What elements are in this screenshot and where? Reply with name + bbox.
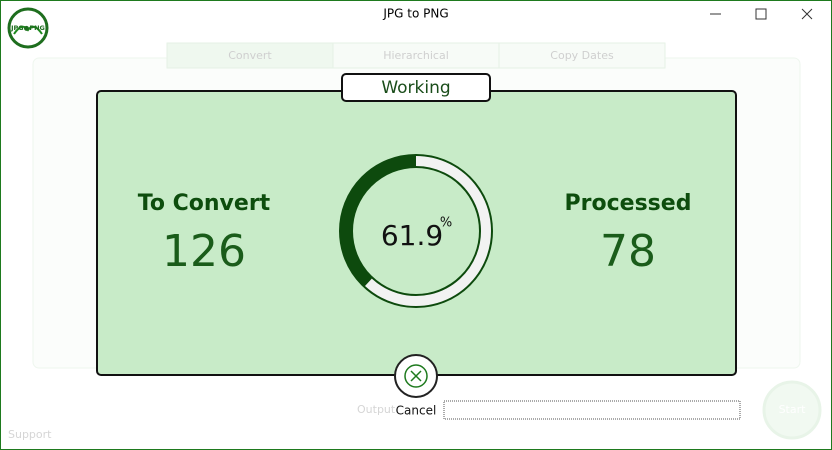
window-controls[interactable]	[710, 8, 813, 20]
close-button[interactable]	[801, 8, 813, 20]
dialog-title-box	[341, 73, 491, 102]
window-title: JPG to PNG	[382, 7, 448, 21]
output-path-box[interactable]	[443, 400, 741, 420]
cancel-label: Cancel	[396, 404, 437, 418]
dialog-title: Working	[381, 78, 450, 98]
progress-arc	[365, 156, 491, 306]
to-convert-value: 126	[162, 226, 246, 277]
tab-label: Convert	[228, 49, 272, 62]
start-label: Start	[779, 403, 807, 416]
logo: JPG●PNG	[7, 7, 49, 49]
maximize-button[interactable]	[755, 8, 767, 20]
tab[interactable]	[498, 42, 666, 69]
progress-value: 61.9	[381, 219, 443, 252]
cancel-button[interactable]	[394, 354, 438, 398]
start-button[interactable]	[762, 380, 822, 440]
tab-label: Copy Dates	[550, 49, 614, 62]
tab[interactable]	[332, 42, 500, 69]
tab[interactable]	[166, 42, 334, 69]
to-convert-label: To Convert	[138, 191, 271, 216]
support-link[interactable]: Support	[8, 428, 52, 441]
processed-label: Processed	[565, 191, 692, 216]
logo-text: JPG●PNG	[10, 24, 45, 32]
tab-label: Hierarchical	[383, 49, 449, 62]
processed-value: 78	[600, 226, 656, 277]
output-label: Output	[357, 403, 396, 416]
progress-unit: %	[440, 216, 452, 231]
